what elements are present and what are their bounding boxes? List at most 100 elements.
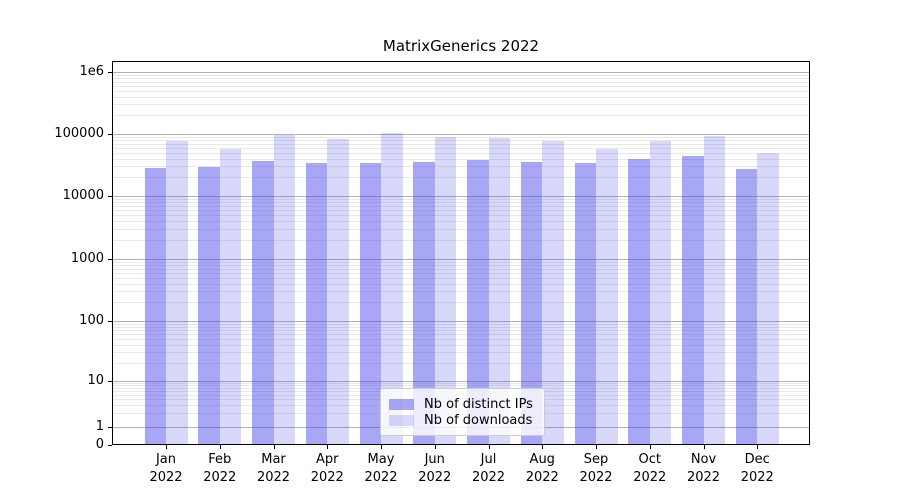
gridline-minor [113,115,809,117]
x-tick-label-line: 2022 [740,470,774,485]
bar-distinct-ips-jul-2022 [467,160,489,444]
gridline-major [113,134,809,135]
x-tick-label-line: 2022 [579,470,613,485]
x-tick-label-line: Nov [690,452,717,467]
x-tick-label-line: 2022 [471,470,506,485]
gridline-minor [113,143,809,145]
x-tick-mark [542,445,544,449]
gridline-minor [113,362,809,364]
bar-downloads-sep-2022 [596,148,618,444]
gridline-minor [113,205,809,207]
x-tick-label-line: May [367,452,395,467]
x-tick-label-line: 2022 [686,470,721,485]
gridline-minor [113,283,809,285]
legend-item-distinct-ips: Nb of distinct IPs [389,396,536,413]
gridline-minor [113,147,809,149]
bar-distinct-ips-dec-2022 [735,169,758,444]
gridline-minor [113,74,809,76]
gridline-minor [113,158,809,160]
legend-swatch-downloads [389,415,414,427]
x-tick-label-line: Jul [480,452,497,467]
x-tick-mark [757,445,759,449]
x-tick-label: Aug 2022 [510,451,574,487]
bar-distinct-ips-nov-2022 [682,156,704,444]
x-tick-mark [434,445,436,449]
bar-downloads-nov-2022 [703,135,725,444]
x-tick-label-line: Aug [529,452,555,467]
y-tick-label: 0 [95,437,104,452]
bar-downloads-mar-2022 [273,135,295,444]
chart-title: MatrixGenerics 2022 [382,37,540,55]
y-tick-mark [108,259,112,260]
x-tick-label-line: 2022 [149,470,183,485]
gridline-major [113,321,809,322]
x-tick-label-line: Feb [208,452,232,467]
gridline-minor [113,221,809,223]
bar-distinct-ips-feb-2022 [198,167,220,444]
y-tick-label: 10000 [62,188,104,203]
gridline-major [113,381,809,382]
x-tick-label-line: Mar [261,452,286,467]
gridline-minor [113,78,809,79]
legend-swatch-distinct-ips [389,398,414,410]
x-tick-label: Nov 2022 [672,451,736,487]
gridline-minor [113,177,809,179]
y-tick-mark [108,381,112,382]
bar-downloads-may-2022 [381,133,403,444]
x-tick-mark [327,445,329,449]
bar-downloads-apr-2022 [327,138,349,444]
gridline-major [113,72,809,73]
gridline-minor [113,352,809,354]
gridline-minor [113,344,809,346]
y-tick-mark [108,134,112,135]
x-tick-label: Apr 2022 [295,451,359,487]
y-tick-label: 1 [95,419,104,434]
gridline-minor [113,334,809,336]
x-tick-label-line: 2022 [633,470,667,485]
x-tick-label: Jul 2022 [457,451,521,487]
gridline-minor [113,104,809,106]
y-tick-label: 100 [79,313,104,328]
legend-label-distinct-ips: Nb of distinct IPs [424,396,533,412]
y-tick-mark [108,427,112,428]
x-tick-label-line: 2022 [310,470,344,485]
gridline-minor [113,152,809,154]
bar-distinct-ips-oct-2022 [628,158,650,444]
bar-downloads-jan-2022 [166,140,188,444]
gridline-minor [113,323,809,325]
x-tick-label-line: Jun [424,452,445,467]
y-tick-label: 100000 [54,126,104,141]
gridline-minor [113,136,809,138]
gridline-minor [113,240,809,242]
y-tick-label: 1000 [70,251,104,266]
gridline-minor [113,140,809,141]
x-tick-mark [166,445,167,449]
gridline-minor [113,261,809,263]
gridline-minor [113,209,809,211]
gridline-minor [113,166,809,168]
gridline-minor [113,228,809,230]
x-tick-label-line: Dec [744,452,770,467]
x-tick-label: May 2022 [349,451,413,487]
legend-item-downloads: Nb of downloads [389,413,536,430]
x-tick-label: Dec 2022 [725,451,789,487]
x-tick-label-line: Sep [583,452,609,467]
gridline-minor [113,90,809,92]
gridline-minor [113,198,809,200]
x-tick-label: Jan 2022 [134,451,198,487]
x-tick-label-line: 2022 [203,470,237,485]
gridline-major [113,196,809,197]
x-tick-label-line: Apr [316,452,339,467]
gridline-minor [113,85,809,87]
plot-area-frame [112,61,810,445]
y-tick-mark [108,321,112,322]
y-tick-label: 1e6 [79,64,104,79]
bar-distinct-ips-jan-2022 [144,168,166,444]
gridline-minor [113,96,809,98]
gridline-minor [113,214,809,216]
gridline-minor [113,202,809,204]
x-tick-label-line: 2022 [364,470,398,485]
